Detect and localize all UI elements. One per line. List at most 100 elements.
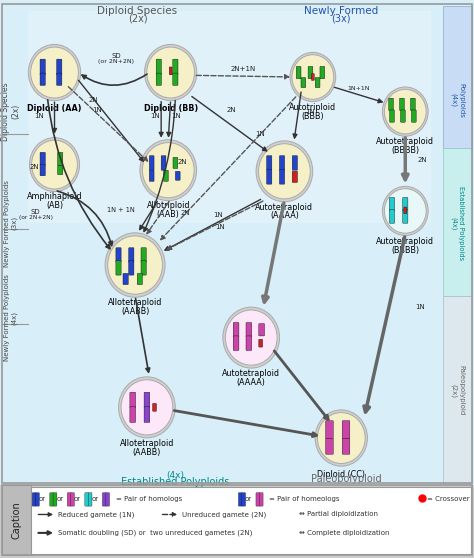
- Text: Reduced gamete (1N): Reduced gamete (1N): [58, 511, 134, 518]
- FancyBboxPatch shape: [259, 324, 264, 336]
- FancyBboxPatch shape: [342, 421, 350, 439]
- Text: Established Polyploids
(4x): Established Polyploids (4x): [451, 186, 464, 260]
- FancyBboxPatch shape: [326, 439, 333, 454]
- FancyBboxPatch shape: [238, 493, 242, 506]
- Ellipse shape: [145, 45, 197, 100]
- FancyBboxPatch shape: [233, 323, 239, 337]
- Text: (AAAA): (AAAA): [270, 211, 299, 220]
- Ellipse shape: [31, 47, 78, 98]
- Text: Paleopolyploid: Paleopolyploid: [311, 474, 381, 484]
- Text: Diploid (BB): Diploid (BB): [144, 104, 198, 113]
- Text: (BBB): (BBB): [301, 112, 324, 121]
- FancyBboxPatch shape: [292, 171, 298, 182]
- FancyBboxPatch shape: [175, 171, 180, 180]
- Text: 1N: 1N: [35, 113, 44, 119]
- FancyBboxPatch shape: [153, 403, 156, 411]
- Text: (BBBB): (BBBB): [391, 246, 419, 254]
- Text: Autotriploid: Autotriploid: [289, 103, 337, 112]
- Bar: [28, 11, 431, 223]
- Text: (2x): (2x): [128, 14, 147, 24]
- Text: Diploid (CC): Diploid (CC): [317, 470, 365, 479]
- FancyBboxPatch shape: [156, 73, 161, 85]
- FancyBboxPatch shape: [315, 78, 320, 88]
- FancyBboxPatch shape: [53, 493, 57, 506]
- FancyBboxPatch shape: [411, 110, 416, 122]
- Text: Autotetraploid: Autotetraploid: [222, 369, 280, 378]
- FancyBboxPatch shape: [390, 210, 394, 223]
- FancyBboxPatch shape: [173, 59, 178, 75]
- Text: 2N: 2N: [89, 98, 98, 103]
- Text: or: or: [56, 497, 64, 502]
- Bar: [443, 6, 472, 148]
- Ellipse shape: [383, 186, 428, 235]
- FancyBboxPatch shape: [320, 66, 325, 79]
- FancyBboxPatch shape: [233, 336, 239, 350]
- Text: 1N: 1N: [216, 224, 225, 229]
- Text: = Pair of homologs: = Pair of homologs: [116, 497, 182, 502]
- FancyBboxPatch shape: [308, 66, 313, 79]
- Text: ⇹ Partial diploidization: ⇹ Partial diploidization: [299, 512, 378, 517]
- FancyBboxPatch shape: [40, 152, 45, 166]
- FancyBboxPatch shape: [400, 98, 404, 110]
- Text: (AB): (AB): [46, 201, 63, 210]
- Text: 2N+1N: 2N+1N: [230, 66, 255, 72]
- Ellipse shape: [225, 310, 277, 365]
- FancyBboxPatch shape: [169, 67, 172, 75]
- Bar: [443, 148, 472, 296]
- Ellipse shape: [223, 307, 280, 368]
- Ellipse shape: [108, 236, 163, 294]
- Text: (AAB): (AAB): [157, 210, 180, 219]
- FancyBboxPatch shape: [141, 261, 146, 275]
- FancyBboxPatch shape: [173, 157, 178, 169]
- Text: Autotetraploid: Autotetraploid: [376, 137, 434, 146]
- FancyBboxPatch shape: [342, 439, 350, 454]
- Text: Somatic doubling (SD) or  two unreduced gametes (2N): Somatic doubling (SD) or two unreduced g…: [58, 530, 252, 536]
- FancyBboxPatch shape: [301, 78, 306, 88]
- FancyBboxPatch shape: [128, 248, 134, 262]
- Ellipse shape: [118, 377, 175, 438]
- Text: 1N: 1N: [151, 113, 160, 118]
- Text: (or 2N+2N): (or 2N+2N): [18, 215, 53, 220]
- Ellipse shape: [258, 144, 310, 199]
- FancyBboxPatch shape: [88, 493, 92, 506]
- FancyBboxPatch shape: [85, 493, 89, 506]
- FancyBboxPatch shape: [149, 156, 154, 170]
- Text: Amphihaploid: Amphihaploid: [27, 192, 82, 201]
- FancyBboxPatch shape: [410, 98, 415, 110]
- Text: 2N: 2N: [226, 108, 236, 113]
- Ellipse shape: [105, 233, 165, 297]
- Text: Autotetraploid: Autotetraploid: [255, 203, 313, 211]
- FancyBboxPatch shape: [390, 198, 394, 211]
- FancyBboxPatch shape: [296, 66, 301, 79]
- Bar: [2, 485, 472, 555]
- Text: Allotetraploid: Allotetraploid: [120, 439, 174, 448]
- FancyBboxPatch shape: [402, 210, 408, 223]
- FancyBboxPatch shape: [40, 73, 45, 85]
- Bar: [2, 4, 472, 483]
- FancyBboxPatch shape: [390, 110, 394, 122]
- FancyBboxPatch shape: [102, 493, 106, 506]
- FancyBboxPatch shape: [58, 166, 63, 175]
- Ellipse shape: [147, 47, 194, 98]
- Text: Autotetraploid: Autotetraploid: [376, 237, 434, 246]
- Text: Newly Formed Polyploids
(4x): Newly Formed Polyploids (4x): [4, 275, 17, 362]
- Text: (or 2N+2N): (or 2N+2N): [98, 59, 134, 64]
- FancyBboxPatch shape: [116, 248, 121, 262]
- Text: ⇹ Complete diploidization: ⇹ Complete diploidization: [299, 530, 389, 536]
- Text: Established Polyploids: Established Polyploids: [121, 477, 229, 487]
- FancyBboxPatch shape: [246, 336, 252, 350]
- Bar: [2, 485, 31, 555]
- Text: (BBBB): (BBBB): [391, 146, 419, 155]
- FancyBboxPatch shape: [292, 156, 298, 170]
- Text: Polyploids
(4x): Polyploids (4x): [451, 83, 464, 118]
- Text: (3x): (3x): [331, 14, 351, 24]
- FancyBboxPatch shape: [256, 493, 260, 506]
- FancyBboxPatch shape: [57, 59, 62, 75]
- FancyBboxPatch shape: [404, 207, 407, 214]
- Text: Allotetraploid: Allotetraploid: [108, 298, 162, 307]
- Text: Diploid Species: Diploid Species: [97, 6, 178, 16]
- FancyBboxPatch shape: [71, 493, 74, 506]
- FancyBboxPatch shape: [106, 493, 109, 506]
- Text: Paleopolyploid
(2x): Paleopolyploid (2x): [451, 365, 464, 416]
- Ellipse shape: [29, 138, 80, 191]
